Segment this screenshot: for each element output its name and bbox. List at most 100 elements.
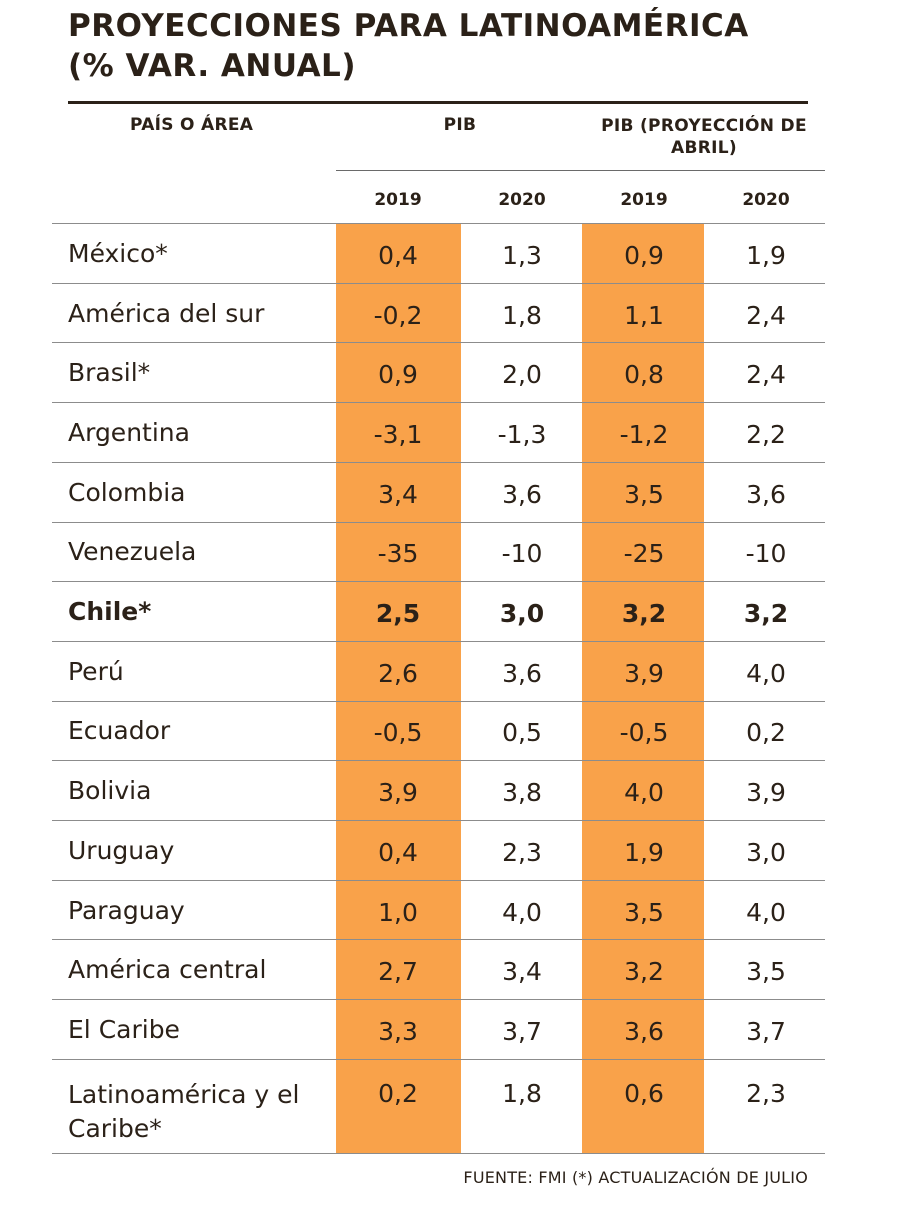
header-country: PAÍS O ÁREA: [130, 115, 254, 135]
row-label: Latinoamérica y el Caribe*: [68, 1079, 300, 1143]
row-value-col-1: 0,9: [378, 360, 418, 390]
row-value-col-1: -0,5: [373, 718, 423, 748]
table-row: Bolivia 3,9 3,8 4,0 3,9: [52, 760, 825, 821]
row-value-col-2: 3,8: [502, 778, 542, 808]
row-value-col-4: 3,5: [746, 957, 786, 987]
row-value-col-2: 2,0: [502, 360, 542, 390]
top-rule: [68, 101, 808, 104]
row-value-col-4: 3,2: [743, 599, 789, 629]
row-value-col-3: 3,6: [624, 1016, 664, 1046]
row-value-col-3: -1,2: [619, 419, 669, 449]
row-value-col-2: 1,3: [502, 240, 542, 270]
row-value-col-1: 2,6: [378, 658, 418, 688]
row-value-col-3: 3,2: [621, 599, 667, 629]
table-row: México* 0,4 1,3 0,9 1,9: [52, 223, 825, 284]
row-value-col-4: 3,7: [746, 1016, 786, 1046]
table-row: Argentina -3,1 -1,3 -1,2 2,2: [52, 402, 825, 463]
row-value-col-3: 0,8: [624, 360, 664, 390]
table-row: Perú 2,6 3,6 3,9 4,0: [52, 640, 825, 702]
row-value-col-3: 3,9: [624, 658, 664, 688]
row-label: Bolivia: [68, 776, 152, 806]
row-value-col-3: 3,5: [624, 897, 664, 927]
row-value-col-2: 3,7: [502, 1016, 542, 1046]
row-value-col-4: 3,6: [746, 479, 786, 509]
row-value-col-1: 1,0: [378, 897, 418, 927]
table-row: Chile* 2,5 3,0 3,2 3,2: [52, 581, 825, 642]
row-value-col-2: 0,5: [502, 718, 542, 748]
row-label: Ecuador: [68, 716, 171, 746]
highlight-column-projection-2019: [582, 223, 704, 1154]
year-header-pib-2019: 2019: [374, 190, 422, 210]
row-value-col-4: 2,2: [746, 419, 786, 449]
table-row: Paraguay 1,0 4,0 3,5 4,0: [52, 879, 825, 941]
row-value-col-4: 4,0: [746, 897, 786, 927]
row-value-col-2: 3,4: [502, 957, 542, 987]
row-value-col-4: -10: [745, 539, 787, 569]
row-label: Brasil*: [68, 358, 151, 388]
row-value-col-2: -10: [501, 539, 543, 569]
row-value-col-3: 1,9: [624, 837, 664, 867]
source-note: FUENTE: FMI (*) ACTUALIZACIÓN DE JULIO: [463, 1168, 808, 1187]
row-value-col-3: 3,5: [624, 479, 664, 509]
row-label: América del sur: [68, 298, 265, 328]
row-value-col-1: 3,3: [378, 1016, 418, 1046]
row-label: América central: [68, 955, 267, 985]
row-value-col-1: 0,2: [378, 1078, 418, 1108]
row-label: México*: [68, 238, 168, 268]
row-value-col-2: 4,0: [502, 897, 542, 927]
row-value-col-1: 3,9: [378, 778, 418, 808]
table-row: América del sur -0,2 1,8 1,1 2,4: [52, 282, 825, 344]
row-label: Colombia: [68, 477, 186, 507]
row-label: Perú: [68, 656, 124, 686]
row-value-col-2: -1,3: [497, 419, 547, 449]
table-row: Venezuela -35 -10 -25 -10: [52, 521, 825, 583]
row-value-col-2: 2,3: [502, 837, 542, 867]
table-row: Colombia 3,4 3,6 3,5 3,6: [52, 461, 825, 523]
row-value-col-4: 2,4: [746, 300, 786, 330]
row-value-col-4: 3,9: [746, 778, 786, 808]
row-label: Uruguay: [68, 835, 175, 865]
row-value-col-3: 0,6: [624, 1078, 664, 1108]
row-value-col-3: -25: [623, 539, 665, 569]
table-row: El Caribe 3,3 3,7 3,6 3,7: [52, 999, 825, 1060]
row-value-col-4: 0,2: [746, 718, 786, 748]
row-value-col-1: 0,4: [378, 837, 418, 867]
row-value-col-2: 1,8: [502, 1078, 542, 1108]
row-label: El Caribe: [68, 1014, 180, 1044]
header-pib: PIB: [443, 115, 477, 135]
row-value-col-4: 3,0: [746, 837, 786, 867]
row-value-col-1: 2,7: [378, 957, 418, 987]
subheader-rule: [336, 170, 825, 171]
row-value-col-2: 3,0: [499, 599, 545, 629]
row-value-col-3: 1,1: [624, 300, 664, 330]
row-value-col-1: 3,4: [378, 479, 418, 509]
row-value-col-1: 2,5: [375, 599, 421, 629]
row-value-col-2: 3,6: [502, 658, 542, 688]
table-row: América central 2,7 3,4 3,2 3,5: [52, 939, 825, 1000]
row-value-col-2: 1,8: [502, 300, 542, 330]
year-header-pib-2020: 2020: [498, 190, 546, 210]
row-value-col-1: 0,4: [378, 240, 418, 270]
table-row: Latinoamérica y el Caribe* 0,2 1,8 0,6 2,3: [52, 1058, 825, 1154]
table-row: Ecuador -0,5 0,5 -0,5 0,2: [52, 700, 825, 762]
title-line-1: PROYECCIONES PARA LATINOAMÉRICA: [68, 8, 749, 44]
row-value-col-4: 2,4: [746, 360, 786, 390]
row-value-col-1: -35: [377, 539, 419, 569]
title-line-2: (% VAR. ANUAL): [68, 48, 356, 84]
row-value-col-1: -3,1: [373, 419, 423, 449]
header-pib-projection-text: PIB (PROYECCIÓN DE ABRIL): [601, 116, 807, 158]
row-value-col-3: 0,9: [624, 240, 664, 270]
year-header-projection-2019: 2019: [620, 190, 668, 210]
row-label: Argentina: [68, 417, 190, 447]
row-value-col-3: 4,0: [624, 778, 664, 808]
year-header-projection-2020: 2020: [742, 190, 790, 210]
row-label: Venezuela: [68, 537, 197, 567]
row-value-col-4: 2,3: [746, 1078, 786, 1108]
row-value-col-1: -0,2: [373, 300, 423, 330]
header-pib-projection: PIB (PROYECCIÓN DE ABRIL): [584, 115, 824, 159]
highlight-column-pib-2019: [336, 223, 461, 1154]
table-row: Brasil* 0,9 2,0 0,8 2,4: [52, 342, 825, 403]
page-title: PROYECCIONES PARA LATINOAMÉRICA (% VAR. …: [68, 6, 848, 86]
row-label: Paraguay: [68, 895, 185, 925]
row-value-col-3: -0,5: [619, 718, 669, 748]
